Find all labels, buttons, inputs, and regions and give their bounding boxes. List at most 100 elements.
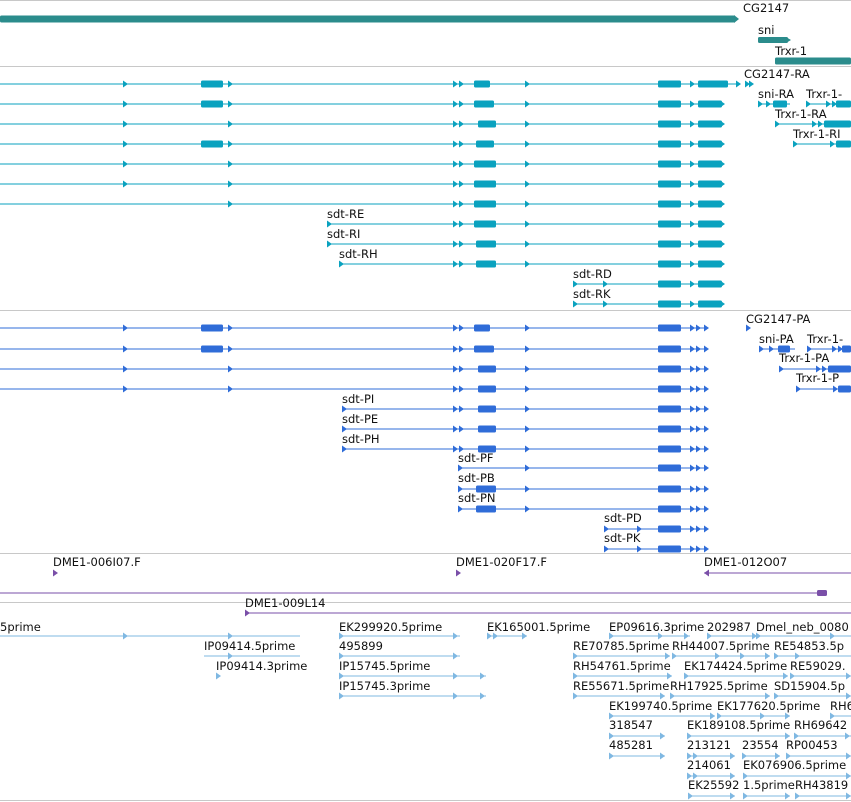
feature-label: RH17925.5prime (670, 679, 768, 693)
arrow-right-icon (720, 140, 725, 148)
exon-block (658, 80, 681, 88)
arrow-right-icon (690, 525, 695, 533)
arrow-right-icon (746, 324, 751, 332)
feature-label: 495899 (339, 639, 383, 653)
exon-block (658, 485, 681, 493)
exon-block (478, 120, 496, 128)
feature-label: sdt-PH (342, 432, 380, 446)
arrow-right-icon (846, 772, 851, 780)
arrow-right-icon (453, 100, 458, 108)
arrow-right-icon (793, 140, 798, 148)
arrow-right-icon (453, 445, 458, 453)
exon-block (658, 385, 681, 393)
arrow-right-icon (774, 652, 779, 660)
exon-block (478, 385, 496, 393)
arrow-right-icon (812, 120, 817, 128)
feature-label: SD15904.5p (774, 679, 845, 693)
arrow-right-icon (720, 280, 725, 288)
arrow-right-icon (807, 345, 812, 353)
exon-block (658, 405, 681, 413)
arrow-right-icon (785, 792, 790, 800)
arrow-right-icon (459, 200, 464, 208)
arrow-right-icon (690, 80, 695, 88)
exon-block (476, 240, 496, 248)
arrow-right-icon (690, 120, 695, 128)
arrow-right-icon (846, 672, 851, 680)
exon-block (658, 324, 681, 332)
arrow-right-icon (690, 324, 695, 332)
exon-block (474, 160, 496, 168)
exon-block (698, 200, 722, 208)
arrow-right-icon (245, 609, 250, 617)
arrow-right-icon (696, 345, 701, 353)
arrow-right-icon (228, 180, 233, 188)
arrow-right-icon (525, 140, 530, 148)
exon-block (698, 240, 722, 248)
arrow-right-icon (672, 652, 677, 660)
arrow-right-icon (228, 365, 233, 373)
feature-label: CG2147-RA (744, 67, 810, 81)
arrow-right-icon (53, 569, 58, 577)
feature-label: sdt-RI (327, 227, 360, 241)
arrow-right-icon (123, 160, 128, 168)
exon-block (201, 345, 223, 353)
arrow-right-icon (459, 180, 464, 188)
feature-label: sdt-RH (339, 247, 378, 261)
feature-label: Trxr-1-RA (774, 107, 827, 121)
arrow-right-icon (123, 100, 128, 108)
arrow-right-icon (690, 445, 695, 453)
arrow-right-icon (480, 672, 485, 680)
exon-block (474, 80, 490, 88)
arrow-right-icon (525, 505, 530, 513)
arrow-right-icon (765, 692, 770, 700)
feature-label: EK174424.5prime (684, 659, 787, 673)
arrow-right-icon (658, 632, 663, 640)
arrow-right-icon (749, 80, 754, 88)
arrow-right-icon (458, 505, 463, 513)
arrow-right-icon (342, 425, 347, 433)
arrow-right-icon (838, 345, 843, 353)
arrow-right-icon (458, 485, 463, 493)
feature-label: Dmel_neb_0080 (756, 620, 849, 634)
exon-block (758, 37, 788, 43)
arrow-right-icon (453, 672, 458, 680)
arrow-right-icon (720, 300, 725, 308)
arrow-right-icon (603, 280, 608, 288)
arrow-right-icon (123, 120, 128, 128)
arrow-right-icon (228, 324, 233, 332)
exon-block (842, 345, 851, 353)
arrow-right-icon (736, 80, 741, 88)
arrow-right-icon (720, 180, 725, 188)
arrow-right-icon (690, 100, 695, 108)
feature-label: sdt-PE (342, 412, 378, 426)
arrow-right-icon (720, 220, 725, 228)
arrow-right-icon (525, 405, 530, 413)
arrow-right-icon (740, 652, 745, 660)
arrow-right-icon (525, 260, 530, 268)
feature-label: RE55671.5prime (573, 679, 669, 693)
arrow-right-icon (693, 752, 698, 760)
exon-block (773, 100, 787, 108)
arrow-right-icon (816, 365, 821, 373)
feature-label: CG2147 (743, 1, 789, 15)
arrow-right-icon (228, 140, 233, 148)
feature-label: sdt-PF (458, 451, 494, 465)
arrow-right-icon (720, 160, 725, 168)
exon-block (658, 120, 681, 128)
arrow-right-icon (690, 160, 695, 168)
exon-block (658, 200, 681, 208)
arrow-right-icon (327, 240, 332, 248)
arrow-right-icon (123, 385, 128, 393)
arrow-right-icon (704, 365, 709, 373)
arrow-right-icon (720, 260, 725, 268)
exon-block (474, 180, 496, 188)
feature-label: EK076906.5prime (743, 758, 846, 772)
feature-label: DME1-006I07.F (53, 555, 141, 569)
arrow-right-icon (833, 385, 838, 393)
arrow-right-icon (604, 545, 609, 553)
arrow-right-icon (660, 692, 665, 700)
exon-block (658, 180, 681, 188)
arrow-right-icon (459, 140, 464, 148)
